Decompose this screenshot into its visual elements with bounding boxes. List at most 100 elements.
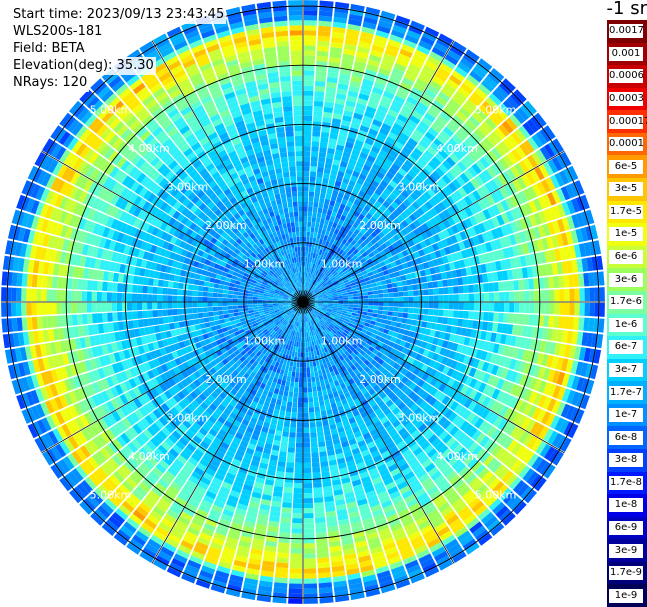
ray	[34, 304, 299, 453]
azimuth-spokes	[1, 0, 605, 604]
azimuth-spoke	[41, 301, 304, 454]
ray	[307, 151, 572, 300]
colorbar-tick-label: 0.0006	[609, 69, 644, 84]
range-ring-label: 2.00km	[205, 219, 247, 232]
ray	[59, 112, 300, 299]
colorbar-tick-label: 1.7e-7	[609, 385, 643, 400]
ray	[304, 306, 411, 589]
range-ring-label: 1.00km	[244, 257, 286, 270]
range-ring-label: 1.00km	[244, 335, 286, 348]
ray	[306, 112, 547, 299]
colorbar-tick-label: 3e-9	[609, 543, 643, 558]
range-ring-label: 3.00km	[398, 180, 440, 193]
ray	[42, 138, 299, 300]
range-ring-label: 3.00km	[398, 412, 440, 425]
ray	[27, 304, 299, 439]
ray	[307, 180, 585, 301]
ray	[307, 304, 579, 439]
colorbar-tick-label: 0.00017	[609, 114, 647, 129]
ray	[308, 302, 605, 317]
ray	[303, 0, 318, 297]
ray	[303, 3, 365, 298]
ray	[11, 209, 299, 301]
ray	[307, 165, 579, 300]
ray	[307, 303, 585, 424]
ray	[50, 304, 299, 479]
ray	[305, 306, 454, 571]
ray	[195, 15, 302, 298]
colorbar-tick-label: 0.001	[609, 46, 643, 61]
azimuth-spoke	[151, 40, 304, 303]
colorbar-tick-label: 1e-7	[609, 408, 643, 423]
range-ring-label: 1.00km	[321, 335, 363, 348]
colorbar-tick-label: 3e-6	[609, 272, 643, 287]
ray	[307, 304, 572, 453]
ray	[1, 302, 298, 333]
ray	[113, 305, 300, 546]
ray	[306, 305, 547, 492]
range-ring-label: 5.00km	[90, 103, 132, 116]
ray	[307, 303, 599, 380]
colorbar-tick-label: 6e-6	[609, 250, 643, 265]
colorbar: 0.0017 0.001 0.0006 0.0003 0.00017 0.0001 6e-5…	[607, 20, 647, 607]
range-ring-label: 4.00km	[128, 450, 170, 463]
ray	[305, 306, 467, 563]
ray	[69, 305, 300, 504]
range-ring-label: 3.00km	[167, 180, 209, 193]
ray	[21, 303, 299, 424]
ray	[304, 306, 381, 598]
azimuth-spoke	[151, 301, 304, 564]
azimuth-spoke	[41, 150, 304, 303]
ray	[308, 255, 604, 302]
ray	[306, 68, 505, 299]
range-ring-label: 5.00km	[475, 489, 517, 502]
ray	[241, 306, 303, 601]
ray	[16, 303, 299, 410]
ray	[304, 10, 396, 298]
ray	[307, 194, 590, 301]
colorbar-tick-label: 0.0017	[609, 24, 644, 39]
ray	[304, 306, 425, 584]
range-ring-label: 2.00km	[359, 219, 401, 232]
ray	[288, 0, 303, 297]
ray	[305, 306, 440, 578]
ray	[256, 1, 303, 297]
range-ring-label: 1.00km	[321, 257, 363, 270]
colorbar-tick-label: 1.7e-5	[609, 204, 643, 219]
field-label: Field: BETA	[11, 40, 87, 58]
ray	[69, 100, 300, 299]
colorbar-tick-label: 3e-5	[609, 182, 643, 197]
ray	[303, 307, 350, 603]
ray	[225, 6, 302, 298]
ray	[305, 26, 440, 298]
ray	[152, 33, 301, 298]
colorbar-tick-label: 1.7e-6	[609, 295, 643, 310]
ray	[306, 305, 505, 536]
ray-sectors	[1, 0, 605, 604]
ray	[7, 224, 299, 301]
ray	[306, 305, 527, 515]
colorbar-tick-label: 1.7e-9	[609, 566, 643, 581]
ray	[1, 302, 298, 317]
range-ring-label: 5.00km	[475, 103, 517, 116]
elevation-label: Elevation(deg): 35.30	[11, 57, 156, 75]
ray	[34, 151, 299, 300]
colorbar-tick-label: 0.0003	[609, 92, 644, 107]
colorbar-tick-label: 1e-5	[609, 227, 643, 242]
colorbar-tick-label: 1e-9	[609, 588, 643, 603]
ray	[90, 305, 300, 526]
ray	[90, 78, 300, 299]
ray	[305, 33, 454, 298]
azimuth-spoke	[302, 301, 455, 564]
colorbar-tick-label: 1e-8	[609, 498, 643, 513]
ray	[304, 306, 396, 594]
ray	[210, 306, 302, 594]
colorbar-tick-label: 6e-7	[609, 340, 643, 355]
colorbar-tick-label: 1.7e-8	[609, 475, 643, 490]
ray	[305, 41, 467, 298]
ray	[139, 306, 301, 563]
ray	[79, 305, 300, 515]
ray	[305, 49, 480, 298]
ray	[303, 307, 318, 604]
